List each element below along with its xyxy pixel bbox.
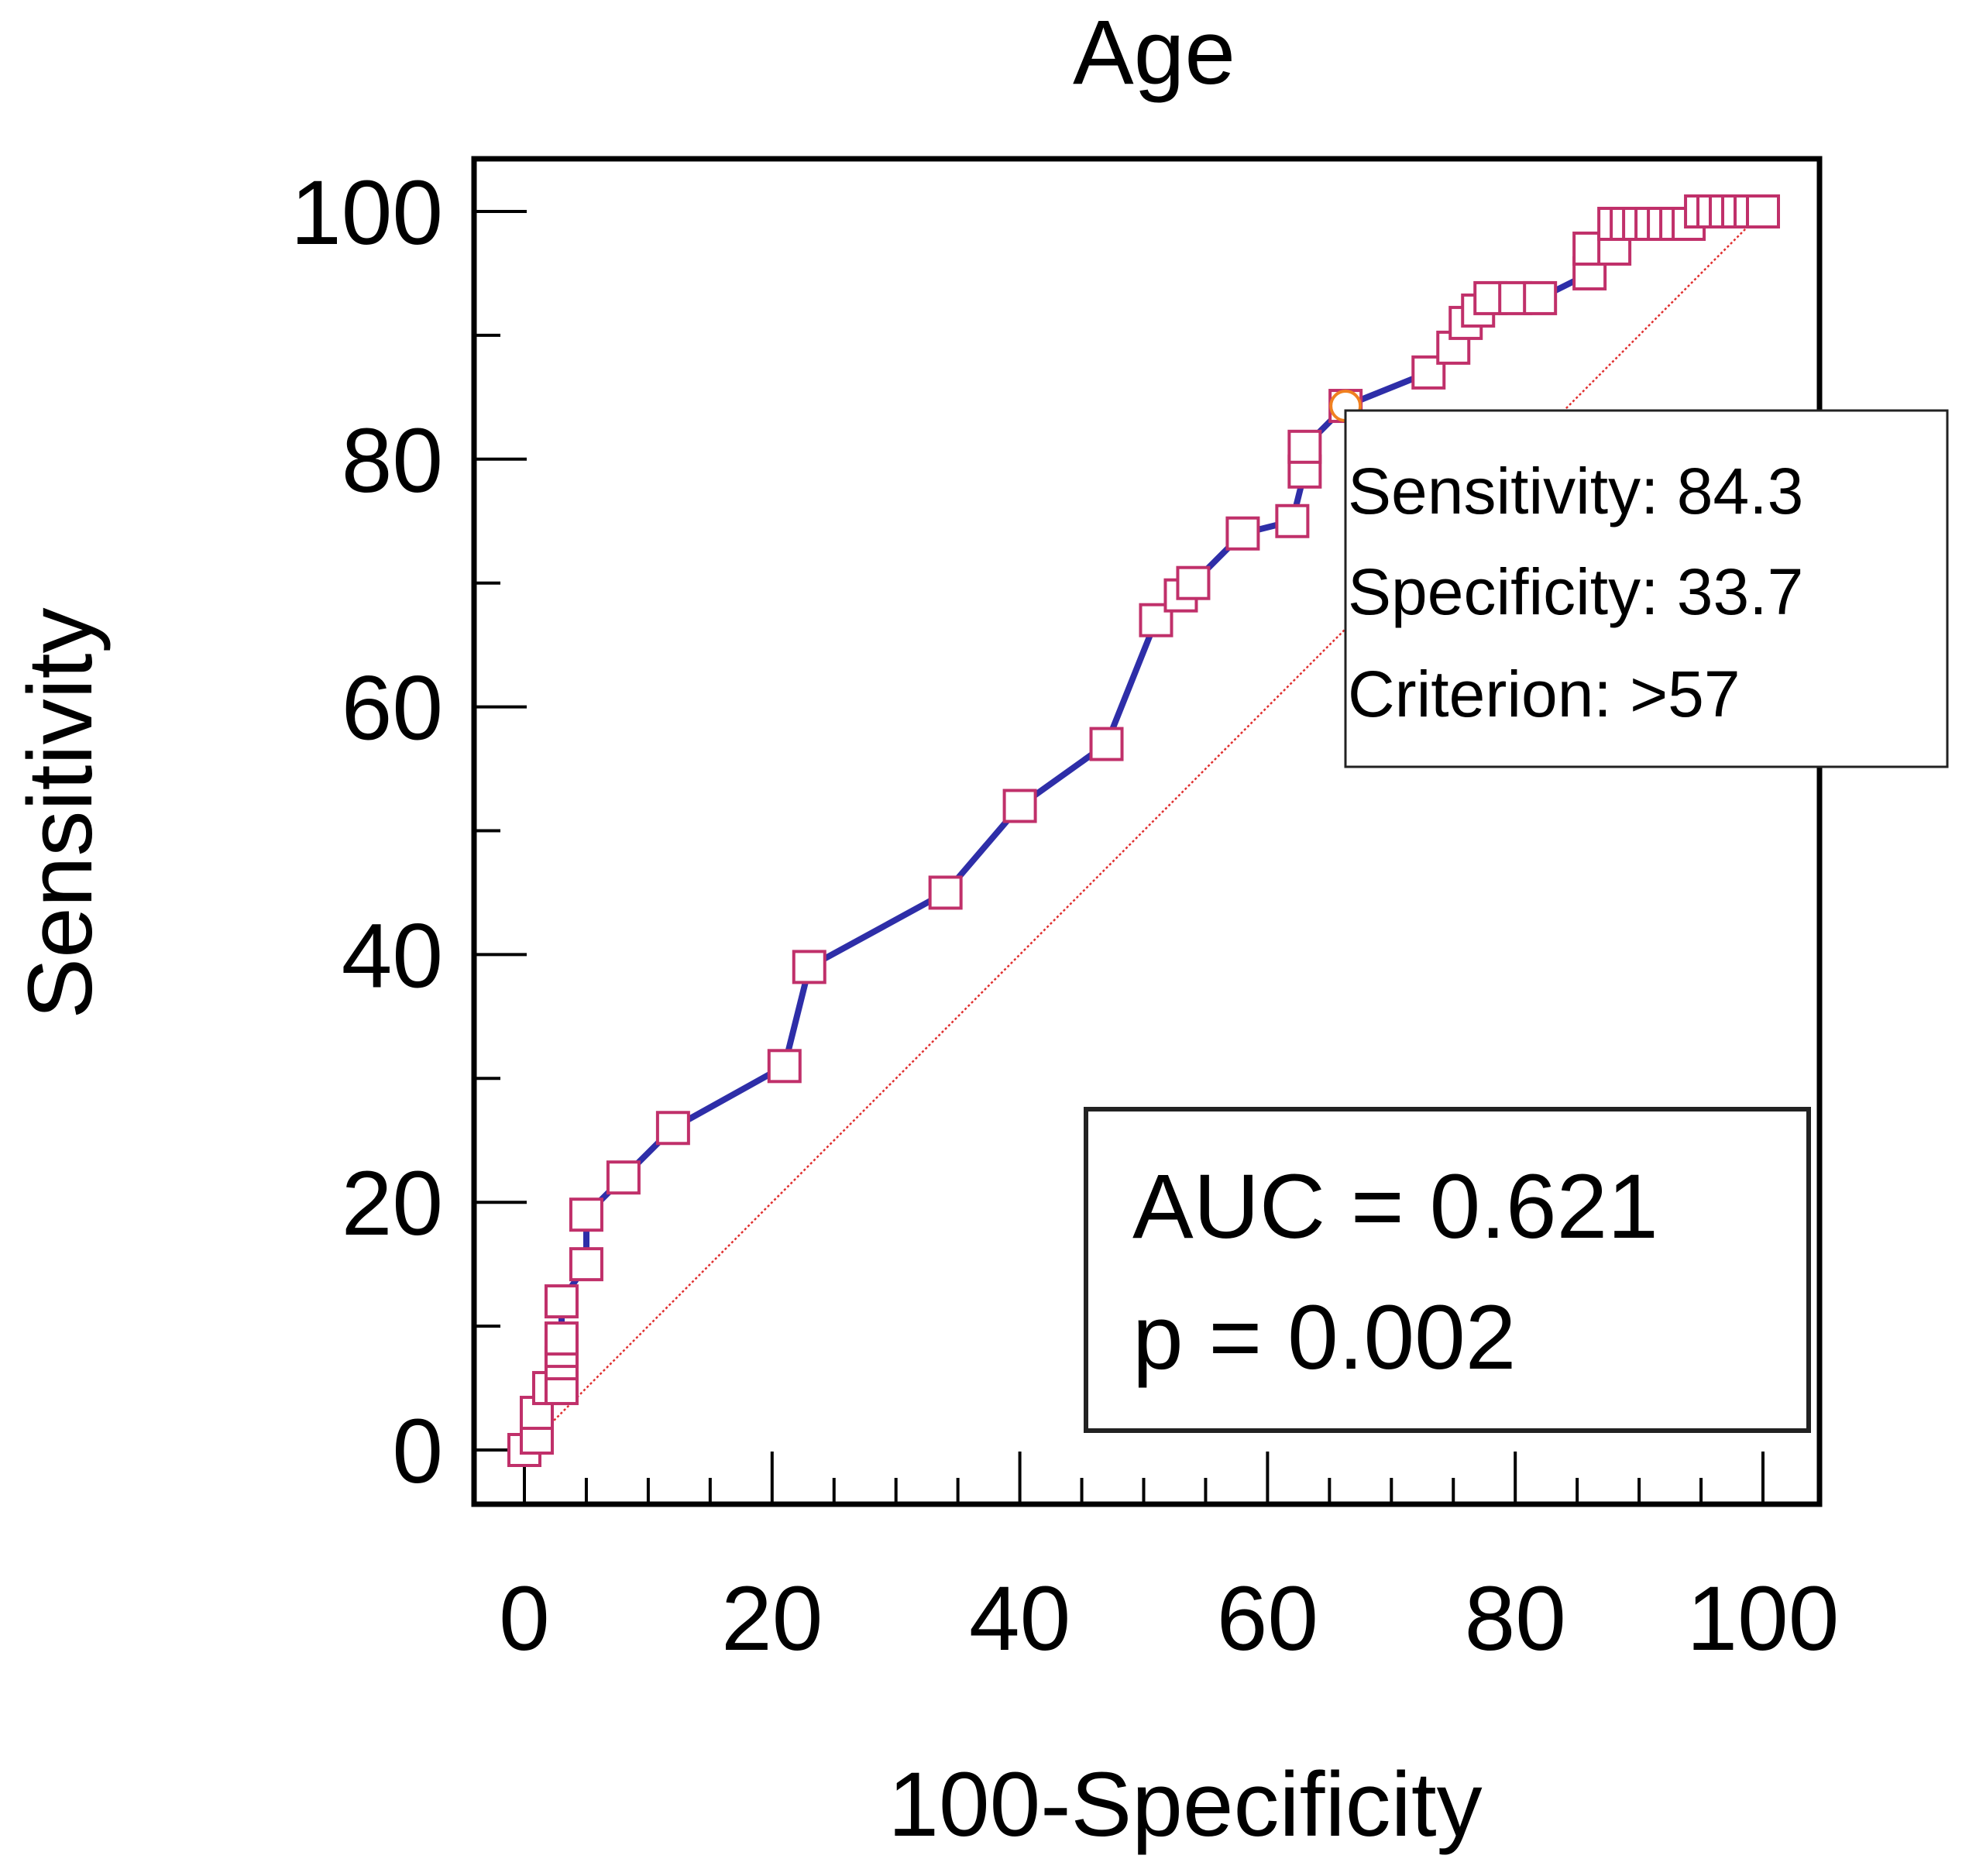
x-tick-label-100: 100	[1687, 1568, 1840, 1670]
roc-point-marker	[544, 1321, 579, 1356]
y-tick-label-60: 60	[342, 658, 443, 760]
tooltip-sensitivity: Sensitivity: 84.3	[1348, 455, 1803, 527]
y-tick-label-20: 20	[342, 1153, 443, 1255]
x-tick-label-60: 60	[1217, 1568, 1318, 1670]
y-tick-label-0: 0	[392, 1400, 443, 1503]
roc-point-marker	[928, 875, 963, 910]
roc-point-marker	[1089, 727, 1124, 761]
criterion-tooltip: Sensitivity: 84.3 Specificity: 33.7 Crit…	[1344, 409, 1949, 768]
stats-frame	[1084, 1107, 1811, 1433]
stats-box: AUC = 0.621 p = 0.002	[1084, 1107, 1811, 1433]
chart-title: Age	[1073, 2, 1235, 104]
x-tick-label-0: 0	[499, 1568, 550, 1670]
tooltip-criterion: Criterion: >57	[1348, 658, 1740, 730]
roc-point-marker	[1287, 429, 1322, 464]
plot-frame	[471, 156, 1823, 1507]
x-tick-label-20: 20	[721, 1568, 823, 1670]
roc-point-marker	[792, 950, 826, 984]
tooltip-box	[1344, 409, 1949, 768]
x-axis-label: 100-Specificity	[888, 1754, 1482, 1856]
x-tick-label-40: 40	[969, 1568, 1070, 1670]
roc-point-marker	[1275, 503, 1310, 538]
y-tick-label-80: 80	[342, 410, 443, 512]
roc-markers	[507, 194, 1780, 1467]
roc-point-marker	[606, 1160, 641, 1195]
tooltip-specificity: Specificity: 33.7	[1348, 555, 1803, 628]
roc-point-marker	[569, 1247, 603, 1282]
x-tick-label-80: 80	[1465, 1568, 1566, 1670]
roc-point-marker	[1746, 194, 1780, 228]
p-value-label: p = 0.002	[1132, 1287, 1516, 1389]
x-minor-ticks	[584, 1478, 1703, 1504]
x-axis-ticks: 0 20 40 60 80 100	[499, 1452, 1839, 1670]
roc-point-marker	[544, 1284, 579, 1319]
roc-point-marker	[1523, 280, 1558, 315]
y-axis-label: Sensitivity	[9, 607, 112, 1019]
roc-point-marker	[655, 1111, 690, 1146]
roc-point-marker	[1139, 603, 1173, 637]
roc-point-marker	[767, 1049, 802, 1084]
roc-point-marker	[569, 1197, 603, 1232]
roc-point-marker	[1225, 516, 1260, 551]
y-tick-label-100: 100	[290, 162, 443, 264]
y-tick-label-40: 40	[342, 905, 443, 1007]
auc-label: AUC = 0.621	[1132, 1156, 1658, 1258]
roc-point-marker	[1002, 789, 1037, 823]
y-minor-ticks	[474, 333, 500, 1328]
y-axis-ticks: 0 20 40 60 80 100	[290, 162, 527, 1503]
roc-point-marker	[1176, 565, 1211, 600]
